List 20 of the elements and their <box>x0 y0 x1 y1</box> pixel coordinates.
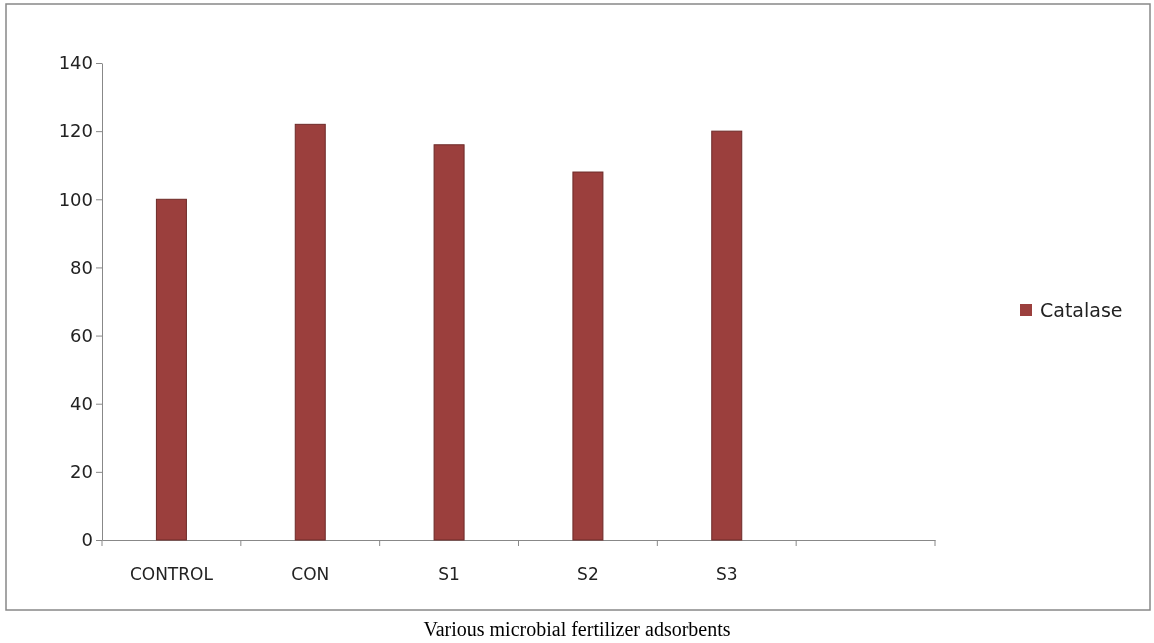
x-tick-label: S1 <box>438 564 460 585</box>
x-tick-label: S2 <box>577 564 599 585</box>
y-tick-label: 120 <box>58 120 93 142</box>
bar <box>294 123 326 541</box>
x-tick-label: CONTROL <box>129 564 214 585</box>
bar <box>433 144 465 541</box>
y-tick-label: 80 <box>70 256 93 278</box>
x-axis-title: Various microbial fertilizer adsorbents <box>423 618 731 640</box>
y-tick-label: 60 <box>70 324 93 346</box>
y-tick-label: 20 <box>70 461 93 483</box>
legend-label: Catalase <box>1040 298 1123 321</box>
x-tick-label: S3 <box>715 564 738 585</box>
x-tick-label: CON <box>291 564 330 585</box>
bar <box>155 198 187 541</box>
y-tick-label: 100 <box>58 188 93 210</box>
y-tick-label: 0 <box>81 529 93 551</box>
y-tick-label: 140 <box>58 52 93 74</box>
bar <box>572 171 604 541</box>
bar <box>711 130 743 541</box>
y-tick-label: 40 <box>70 392 93 414</box>
